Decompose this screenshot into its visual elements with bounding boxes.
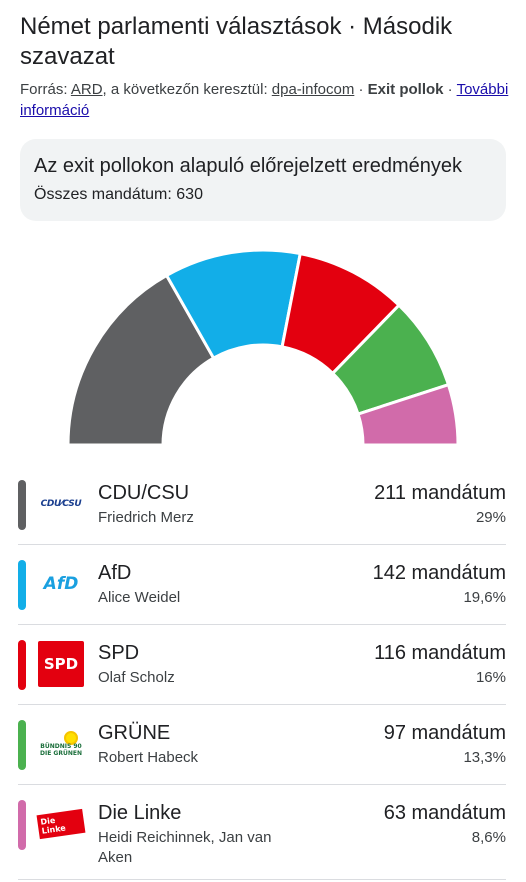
party-leader: Olaf Scholz <box>98 669 175 686</box>
party-seats: 97 mandátum <box>383 722 506 744</box>
exit-poll-label: Exit pollok <box>367 81 444 98</box>
party-color-bar <box>18 480 26 530</box>
party-row-cdu-csu[interactable]: CDU⁄CSU CDU/CSU Friedrich Merz 211 mandá… <box>18 465 506 545</box>
party-leader: Heidi Reichinnek, Jan van Aken <box>98 829 272 866</box>
party-percent: 13,3% <box>463 749 506 766</box>
party-row-die-linke[interactable]: Die Linke Die Linke Heidi Reichinnek, Ja… <box>18 785 506 880</box>
forecast-heading: Az exit pollokon alapuló előrejelzett er… <box>34 155 463 177</box>
party-name: CDU/CSU <box>98 482 190 504</box>
party-name: Die Linke <box>98 802 182 824</box>
party-row-spd[interactable]: SPD SPD Olaf Scholz 116 mandátum 16% <box>18 625 506 705</box>
page-title: Német parlamenti választások · Második s… <box>20 13 453 70</box>
die-linke-logo-text: Die Linke <box>36 808 86 840</box>
source-sep: · <box>354 81 368 98</box>
die-linke-logo: Die Linke <box>36 801 86 847</box>
party-color-bar <box>18 800 26 850</box>
afd-logo: AfD <box>43 574 79 594</box>
forecast-info-box: Az exit pollokon alapuló előrejelzett er… <box>20 139 506 221</box>
party-row-grune[interactable]: BÜNDNIS 90 DIE GRÜNEN GRÜNE Robert Habec… <box>18 705 506 785</box>
grune-logo-text: BÜNDNIS 90 DIE GRÜNEN <box>40 743 82 757</box>
seat-segment-cdu-csu[interactable] <box>66 273 216 447</box>
party-seats: 63 mandátum <box>383 802 506 824</box>
party-leader: Robert Habeck <box>98 749 199 766</box>
source-link-dpa[interactable]: dpa-infocom <box>271 81 355 98</box>
seat-distribution-chart <box>66 248 460 447</box>
party-color-bar <box>18 640 26 690</box>
party-color-bar <box>18 560 26 610</box>
source-sep-2: · <box>443 81 457 98</box>
party-leader: Alice Weidel <box>98 589 181 606</box>
party-leader: Friedrich Merz <box>98 509 194 526</box>
source-link-ard[interactable]: ARD <box>70 81 103 98</box>
source-mid: , a következőn keresztül: <box>102 81 272 98</box>
party-percent: 29% <box>475 509 506 526</box>
total-seats: Összes mandátum: 630 <box>34 186 203 203</box>
party-row-afd[interactable]: AfD AfD Alice Weidel 142 mandátum 19,6% <box>18 545 506 625</box>
party-seats: 142 mandátum <box>372 562 506 584</box>
party-percent: 19,6% <box>463 589 506 606</box>
sunflower-icon <box>64 731 78 745</box>
party-list: CDU⁄CSU CDU/CSU Friedrich Merz 211 mandá… <box>18 465 506 880</box>
more-info-link[interactable]: További információ <box>20 81 509 119</box>
source-line: Forrás: ARD, a következőn keresztül: dpa… <box>20 79 510 121</box>
party-seats: 211 mandátum <box>374 482 506 504</box>
party-percent: 16% <box>475 669 506 686</box>
seat-segment-die-linke[interactable] <box>356 382 460 447</box>
party-name: AfD <box>98 562 132 584</box>
grune-logo: BÜNDNIS 90 DIE GRÜNEN <box>38 721 84 767</box>
spd-logo: SPD <box>38 641 84 687</box>
cdu-csu-logo: CDU⁄CSU <box>40 499 82 509</box>
source-prefix: Forrás: <box>20 81 71 98</box>
party-seats: 116 mandátum <box>374 642 506 664</box>
party-percent: 8,6% <box>471 829 506 846</box>
party-name: GRÜNE <box>98 722 171 744</box>
party-name: SPD <box>98 642 140 664</box>
party-color-bar <box>18 720 26 770</box>
